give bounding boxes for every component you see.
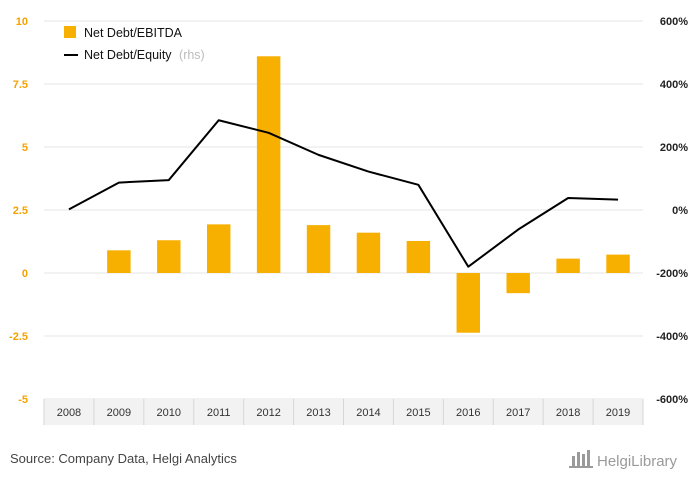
right-tick-label: 400%	[660, 79, 688, 91]
right-tick-label: -200%	[656, 268, 688, 280]
bar	[206, 224, 231, 273]
bar	[606, 254, 630, 273]
legend-label-bar: Net Debt/EBITDA	[84, 26, 183, 40]
x-tick-label: 2012	[256, 407, 280, 419]
left-tick-label: 2.5	[13, 205, 28, 217]
bars-layer	[107, 56, 630, 333]
legend-label-line-text: Net Debt/Equity	[84, 48, 172, 62]
right-tick-label: 0%	[672, 205, 688, 217]
left-tick-label: 0	[22, 268, 28, 280]
footer: Source: Company Data, Helgi Analytics He…	[10, 450, 678, 470]
right-axis: -600% -400% -200% 0% 200% 400% 600%	[656, 16, 688, 406]
right-tick-label: 200%	[660, 142, 688, 154]
x-tick-label: 2015	[406, 407, 430, 419]
left-tick-label: -5	[18, 394, 28, 406]
legend-marker-bar	[64, 26, 76, 38]
bar	[406, 240, 431, 273]
x-tick-label: 2008	[57, 407, 81, 419]
x-tick-label: 2014	[356, 407, 380, 419]
bar	[256, 56, 281, 273]
left-tick-label: 10	[16, 16, 28, 28]
grid-layer	[44, 20, 643, 400]
brand-text: HelgiLibrary	[597, 453, 678, 470]
line-layer	[68, 119, 619, 268]
x-tick-label: 2016	[456, 407, 480, 419]
source-text: Source: Company Data, Helgi Analytics	[10, 451, 237, 466]
right-tick-label: -400%	[656, 331, 688, 343]
x-tick-label: 2011	[207, 407, 231, 419]
x-tick-label: 2019	[606, 407, 630, 419]
legend-label-line: Net Debt/Equity (rhs)	[84, 48, 205, 62]
x-tick-label: 2010	[157, 407, 181, 419]
bar-chart-icon	[569, 450, 593, 468]
series-line	[68, 119, 619, 268]
x-tick-label: 2018	[556, 407, 580, 419]
left-axis: -5 -2.5 0 2.5 5 7.5 10	[9, 16, 28, 406]
left-tick-label: 5	[22, 142, 28, 154]
helgi-library-logo: HelgiLibrary	[569, 450, 678, 470]
x-axis: 2008 2009 2010 2011 2012 2013 2014 2015 2016 2017…	[43, 399, 644, 425]
bar	[107, 250, 131, 273]
legend-label-line-suffix: (rhs)	[179, 48, 205, 62]
x-tick-label: 2013	[306, 407, 330, 419]
bar	[556, 258, 580, 273]
left-tick-label: 7.5	[13, 79, 28, 91]
right-tick-label: 600%	[660, 16, 688, 28]
left-tick-label: -2.5	[9, 331, 28, 343]
bar	[306, 225, 331, 273]
x-tick-label: 2017	[506, 407, 530, 419]
bar	[157, 240, 181, 273]
bar	[456, 273, 481, 333]
bar	[506, 273, 530, 294]
legend: Net Debt/EBITDA Net Debt/Equity (rhs)	[64, 26, 205, 62]
bar	[356, 232, 381, 273]
right-tick-label: -600%	[656, 394, 688, 406]
x-tick-label: 2009	[107, 407, 131, 419]
